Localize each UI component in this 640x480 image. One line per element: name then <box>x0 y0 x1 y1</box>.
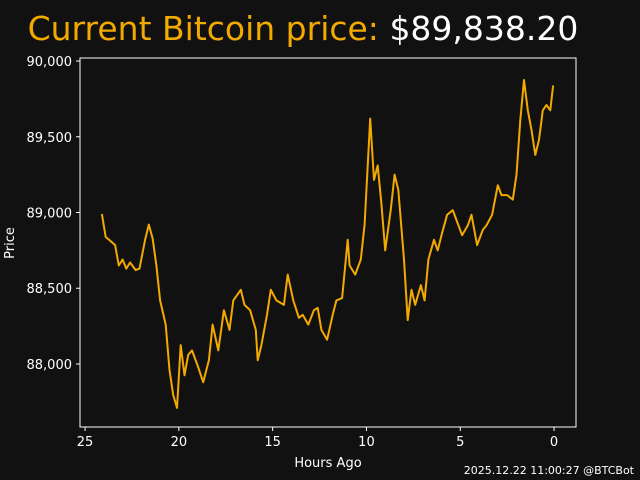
x-tick-label: 5 <box>456 435 464 450</box>
price-line <box>100 79 555 409</box>
x-tick-label: 15 <box>264 435 281 450</box>
x-tick-label: 10 <box>358 435 375 450</box>
y-axis-label: Price <box>3 227 18 259</box>
y-tick-label: 89,500 <box>27 131 73 146</box>
x-tick-label: 0 <box>550 435 558 450</box>
x-tick-label: 20 <box>171 435 188 450</box>
footer: 2025.12.22 11:00:27 @BTCBot <box>464 464 635 477</box>
plot-frame <box>79 57 577 428</box>
chart-title: Current Bitcoin price: $89,838.20 <box>28 9 579 48</box>
price-text: $89,838.20 <box>389 9 578 48</box>
x-tick-label: 25 <box>77 435 94 450</box>
y-tick-label: 89,000 <box>27 207 73 222</box>
x-axis-label: Hours Ago <box>294 456 361 471</box>
title-text: Current Bitcoin price: <box>28 9 379 48</box>
y-tick-label: 90,000 <box>27 55 73 70</box>
y-tick-label: 88,500 <box>27 282 73 297</box>
y-tick-label: 88,000 <box>27 358 73 373</box>
